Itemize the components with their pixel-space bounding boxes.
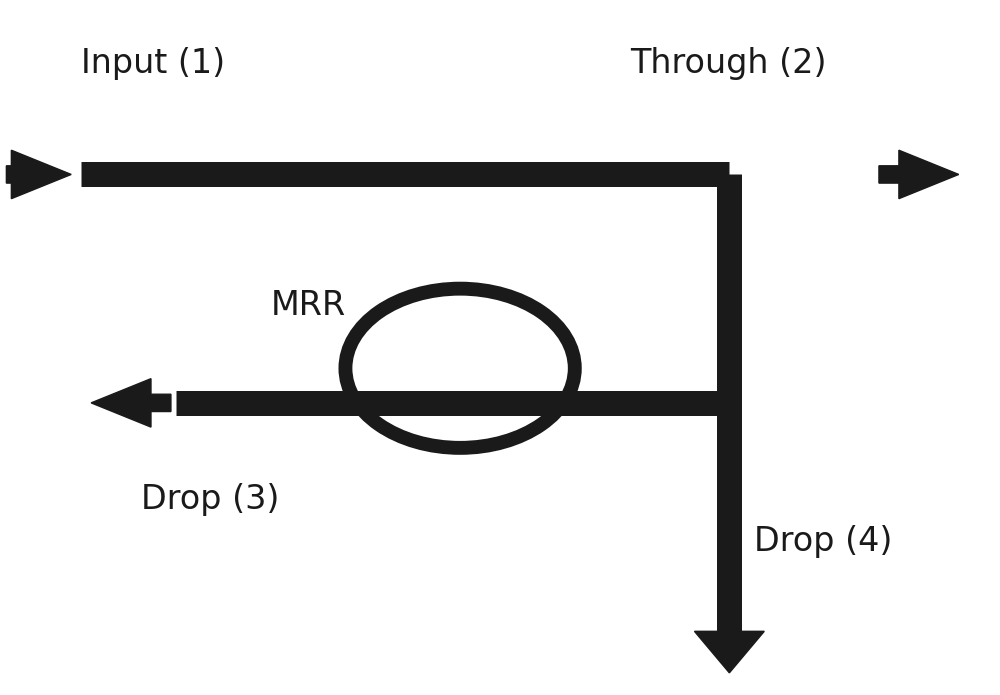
FancyArrow shape bbox=[6, 150, 71, 199]
FancyArrow shape bbox=[694, 628, 764, 673]
FancyArrow shape bbox=[91, 379, 171, 427]
Text: MRR: MRR bbox=[271, 289, 346, 322]
Text: Drop (3): Drop (3) bbox=[141, 483, 279, 516]
Text: Input (1): Input (1) bbox=[81, 47, 225, 80]
Text: Drop (4): Drop (4) bbox=[754, 525, 893, 558]
Text: Through (2): Through (2) bbox=[630, 47, 826, 80]
FancyArrow shape bbox=[879, 150, 959, 199]
